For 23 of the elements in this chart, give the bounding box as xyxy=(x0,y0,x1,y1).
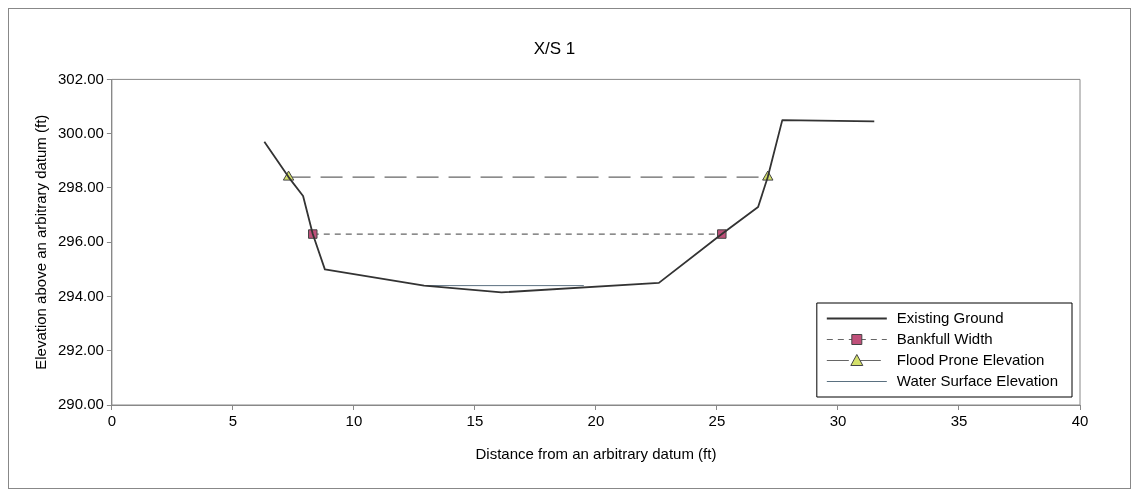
y-tick-label: 292.00 xyxy=(57,340,104,358)
x-tick-label: 20 xyxy=(587,412,605,430)
y-tick-label: 300.00 xyxy=(57,123,104,141)
y-tick-label: 290.00 xyxy=(57,395,104,413)
y-axis-title: Elevation above an arbitrary datum (ft) xyxy=(32,114,50,370)
legend-label: Existing Ground xyxy=(896,308,1004,326)
legend-label: Flood Prone Elevation xyxy=(896,350,1045,368)
x-tick-label: 15 xyxy=(466,412,484,430)
y-tick-label: 296.00 xyxy=(57,232,104,250)
x-tick-label: 5 xyxy=(228,412,238,430)
x-axis-title: Distance from an arbitrary datum (ft) xyxy=(475,445,717,463)
chart-title: X/S 1 xyxy=(533,38,576,58)
x-tick-label: 0 xyxy=(107,412,117,430)
y-tick-label: 298.00 xyxy=(57,178,104,196)
y-tick-label: 294.00 xyxy=(57,286,104,304)
x-tick-label: 35 xyxy=(950,412,968,430)
y-tick-label: 302.00 xyxy=(57,69,104,87)
x-tick-label: 40 xyxy=(1071,412,1089,430)
x-tick-label: 25 xyxy=(708,412,726,430)
legend-label: Bankfull Width xyxy=(896,329,993,347)
x-tick-label: 30 xyxy=(829,412,847,430)
legend-label: Water Surface Elevation xyxy=(896,371,1058,389)
x-tick-label: 10 xyxy=(345,412,363,430)
